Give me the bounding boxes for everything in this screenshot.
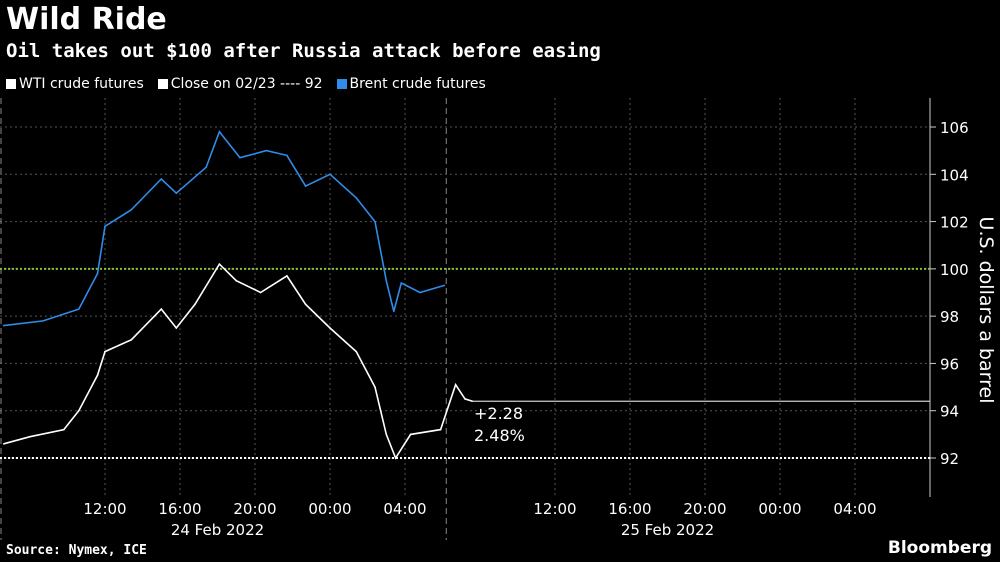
legend-swatch (6, 79, 16, 89)
data-point (235, 279, 238, 282)
x-tick-label: 00:00 (758, 500, 801, 518)
data-point (62, 428, 65, 431)
chart-title: Wild Ride (6, 2, 167, 37)
y-tick-label: 102 (940, 214, 969, 232)
data-point (355, 197, 358, 199)
x-tick-label: 20:00 (233, 500, 276, 518)
data-point (443, 284, 446, 287)
legend-label: WTI crude futures (19, 76, 144, 92)
data-point (77, 409, 80, 412)
x-tick-label: 12:00 (83, 500, 126, 518)
change-annotation: +2.28 (474, 404, 523, 423)
y-tick-label: 96 (940, 355, 959, 373)
data-point (409, 433, 412, 436)
legend-wti: WTI crude futures (6, 76, 144, 92)
data-point (329, 173, 331, 176)
data-point (265, 149, 268, 152)
y-tick-label: 104 (940, 166, 969, 184)
data-point (419, 291, 421, 294)
x-date-label: 24 Feb 2022 (171, 521, 264, 539)
data-point (394, 457, 397, 459)
data-point (194, 303, 196, 306)
data-point (239, 156, 241, 159)
data-point (392, 310, 395, 313)
data-point (218, 130, 221, 133)
brent-line (3, 130, 445, 327)
y-tick-label: 94 (940, 403, 959, 421)
x-tick-label: 04:00 (383, 500, 426, 518)
data-point (2, 443, 5, 445)
data-point (29, 435, 31, 438)
wti-line (3, 262, 473, 460)
data-point (385, 279, 388, 282)
data-point (160, 308, 163, 310)
data-point (2, 324, 5, 327)
legend-swatch (336, 79, 347, 89)
pct-annotation: 2.48% (474, 426, 525, 445)
data-point (385, 433, 388, 436)
x-tick-label: 12:00 (533, 500, 576, 518)
bloomberg-logo: Bloomberg (887, 538, 992, 558)
legend-brent: Brent crude futures (336, 76, 486, 92)
data-point (218, 263, 221, 265)
y-tick-label: 98 (940, 308, 959, 326)
data-point (374, 220, 376, 223)
data-point (104, 350, 106, 353)
data-point (304, 185, 307, 187)
data-point (175, 327, 178, 329)
chart-subtitle: Oil takes out $100 after Russia attack b… (6, 40, 601, 62)
data-point (286, 154, 288, 157)
x-tick-label: 16:00 (608, 500, 651, 518)
x-tick-label: 20:00 (683, 500, 726, 518)
data-point (304, 303, 307, 306)
y-axis-label: U.S. dollars a barrel (975, 217, 997, 404)
data-point (42, 320, 44, 322)
legend-close: Close on 02/23 ---- 92 (157, 76, 323, 92)
data-point (77, 308, 80, 310)
x-tick-label: 04:00 (833, 500, 876, 518)
data-point (160, 178, 163, 180)
data-point (104, 225, 106, 228)
legend-label: Brent crude futures (349, 76, 486, 92)
data-point (205, 166, 208, 168)
legend: WTI crude futures Close on 02/23 ---- 92… (6, 76, 486, 92)
data-point (439, 428, 442, 431)
data-point (96, 272, 99, 275)
data-point (464, 398, 466, 400)
source-note: Source: Nymex, ICE (6, 543, 147, 558)
data-point (175, 192, 178, 194)
data-point (355, 350, 358, 353)
legend-label: Close on 02/23 ---- 92 (170, 76, 323, 92)
data-point (286, 275, 288, 277)
data-point (400, 282, 403, 284)
data-point (259, 291, 262, 294)
y-tick-label: 100 (940, 261, 969, 279)
data-point (329, 327, 331, 329)
y-tick-label: 106 (940, 119, 969, 137)
legend-swatch (157, 79, 168, 89)
x-date-label: 25 Feb 2022 (621, 521, 714, 539)
data-point (96, 374, 99, 377)
y-tick-label: 92 (940, 450, 959, 468)
x-tick-label: 16:00 (158, 500, 201, 518)
data-point (130, 208, 133, 211)
data-point (454, 383, 457, 386)
data-point (130, 338, 133, 341)
x-tick-label: 00:00 (308, 500, 351, 518)
data-point (374, 386, 376, 388)
